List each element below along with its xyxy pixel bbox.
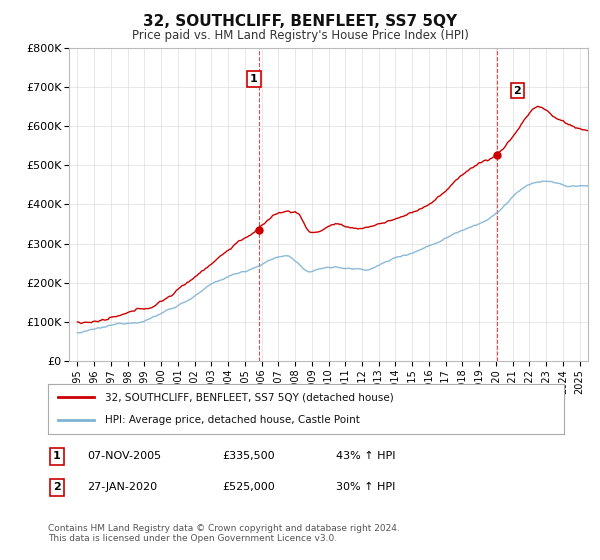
Text: 43% ↑ HPI: 43% ↑ HPI bbox=[336, 451, 395, 461]
Text: £335,500: £335,500 bbox=[222, 451, 275, 461]
Text: 07-NOV-2005: 07-NOV-2005 bbox=[87, 451, 161, 461]
Text: Price paid vs. HM Land Registry's House Price Index (HPI): Price paid vs. HM Land Registry's House … bbox=[131, 29, 469, 42]
Text: 2: 2 bbox=[53, 482, 61, 492]
Text: 32, SOUTHCLIFF, BENFLEET, SS7 5QY (detached house): 32, SOUTHCLIFF, BENFLEET, SS7 5QY (detac… bbox=[105, 392, 394, 402]
Text: 1: 1 bbox=[53, 451, 61, 461]
Text: 30% ↑ HPI: 30% ↑ HPI bbox=[336, 482, 395, 492]
Text: HPI: Average price, detached house, Castle Point: HPI: Average price, detached house, Cast… bbox=[105, 416, 359, 426]
Text: 2: 2 bbox=[514, 86, 521, 96]
Text: 32, SOUTHCLIFF, BENFLEET, SS7 5QY: 32, SOUTHCLIFF, BENFLEET, SS7 5QY bbox=[143, 14, 457, 29]
Text: Contains HM Land Registry data © Crown copyright and database right 2024.
This d: Contains HM Land Registry data © Crown c… bbox=[48, 524, 400, 543]
Text: 27-JAN-2020: 27-JAN-2020 bbox=[87, 482, 157, 492]
Text: £525,000: £525,000 bbox=[222, 482, 275, 492]
Text: 1: 1 bbox=[250, 74, 258, 84]
